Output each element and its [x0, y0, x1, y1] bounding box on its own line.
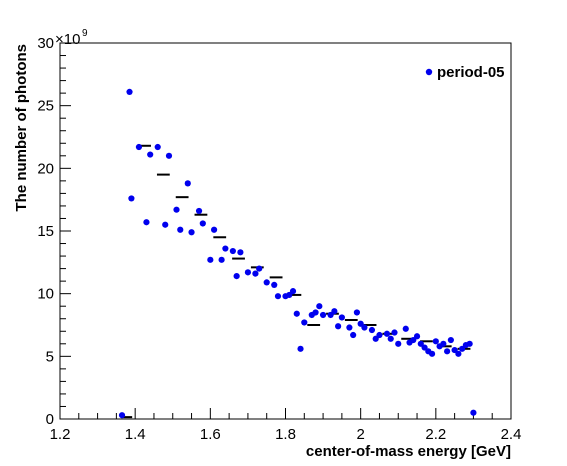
y-tick-label: 30 [37, 35, 54, 52]
data-point [195, 207, 203, 215]
y-tick-label: 5 [46, 348, 54, 365]
data-point [395, 340, 402, 347]
data-point [147, 151, 154, 158]
data-point [466, 340, 473, 347]
data-point [346, 324, 353, 331]
y-tick-label: 0 [46, 411, 54, 428]
data-point [233, 273, 240, 280]
data-point [218, 256, 225, 263]
y-tick-label: 15 [37, 223, 54, 240]
data-point [391, 329, 398, 336]
data-point [297, 345, 304, 352]
y-tick-label: 10 [37, 286, 54, 303]
data-point [387, 335, 394, 342]
data-point [165, 152, 173, 159]
x-tick-label: 1.4 [125, 426, 146, 443]
data-point [293, 310, 300, 317]
data-point [143, 219, 150, 226]
data-point [263, 279, 270, 286]
data-point [199, 220, 206, 227]
data-point [207, 256, 214, 263]
data-point [357, 320, 364, 327]
data-point [271, 281, 278, 288]
data-point [188, 229, 195, 236]
data-point [154, 143, 161, 151]
y-tick-label: 25 [37, 98, 54, 115]
data-point [327, 311, 334, 319]
data-point [368, 326, 376, 334]
data-point [289, 288, 297, 295]
data-point [413, 333, 421, 340]
data-point [353, 309, 361, 316]
data-point [459, 345, 466, 352]
data-point [252, 270, 259, 277]
legend-label: period-05 [437, 64, 505, 81]
data-point [447, 336, 454, 344]
data-point [402, 325, 409, 332]
data-point [421, 344, 428, 351]
data-point [177, 226, 184, 233]
data-point [410, 336, 417, 344]
x-axis-title: center-of-mass energy [GeV] [306, 443, 511, 460]
y-axis-title: The number of photons [13, 44, 30, 211]
data-point [383, 330, 391, 337]
data-point [319, 311, 327, 319]
x-tick-label: 1.2 [50, 426, 71, 443]
data-point [372, 335, 379, 342]
data-point [162, 221, 169, 228]
x-tick-label: 1.8 [275, 426, 296, 443]
data-point [286, 291, 293, 299]
data-point [432, 338, 439, 345]
data-point [361, 324, 368, 331]
data-point [444, 348, 451, 355]
data-point [440, 340, 447, 347]
data-point [301, 319, 308, 326]
data-point [210, 226, 218, 233]
data-point [118, 412, 126, 419]
data-point [274, 293, 282, 300]
data-point [135, 143, 143, 151]
plot-border [59, 42, 512, 420]
x-tick-label: 2.2 [425, 426, 446, 443]
bin-lines [123, 144, 471, 419]
data-point [338, 314, 345, 321]
data-points [118, 88, 477, 419]
y-tick-label: 20 [37, 160, 54, 177]
data-point [237, 249, 244, 256]
data-point [316, 303, 323, 310]
data-point [428, 350, 436, 357]
data-point [173, 206, 180, 213]
data-point [455, 350, 462, 357]
x-tick-label: 2.4 [501, 426, 522, 443]
plot-frame [59, 42, 512, 420]
legend-marker [425, 68, 433, 76]
x-tick-label: 1.6 [200, 426, 221, 443]
data-point [331, 308, 338, 315]
data-point [229, 247, 236, 255]
data-point [451, 346, 458, 354]
data-point [244, 269, 252, 276]
x-tick-label: 2 [356, 426, 364, 443]
data-point [376, 331, 383, 339]
data-point [350, 331, 357, 339]
data-point [335, 323, 342, 330]
y-exponent-power: 9 [82, 28, 88, 39]
data-point [128, 195, 135, 202]
data-point [184, 180, 191, 187]
data-point [126, 88, 133, 95]
data-point [222, 245, 229, 252]
y-exponent-label: ×10 9 [55, 28, 88, 48]
axis-ticks: 1.2 1.4 1.6 1.8 2 2.2 2.4 0 5 10 15 20 25 30 [37, 35, 521, 443]
data-point [312, 309, 319, 316]
data-point [417, 340, 424, 347]
data-point [470, 409, 477, 416]
y-exponent-prefix: ×10 [55, 31, 80, 48]
data-point [256, 265, 263, 272]
legend: period-05 [425, 64, 505, 81]
